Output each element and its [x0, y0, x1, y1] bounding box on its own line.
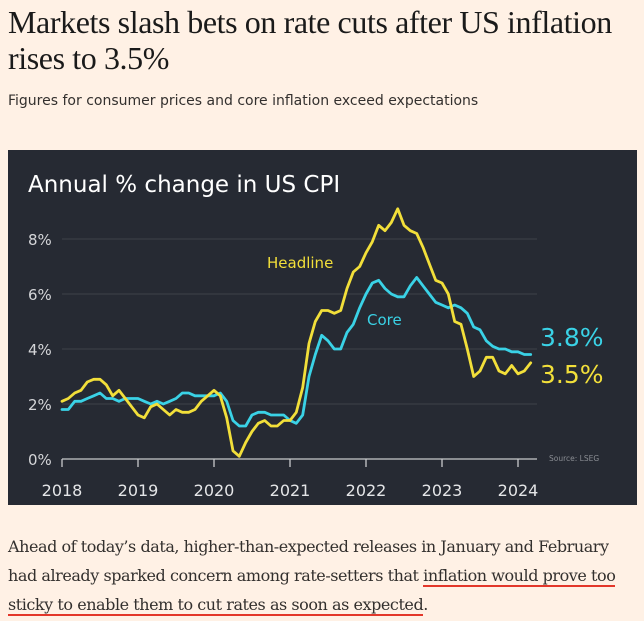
source-label: Source: LSEG — [549, 454, 599, 463]
chart-title: Annual % change in US CPI — [28, 172, 340, 198]
x-axis: 2018 2019 2020 2021 2022 2023 2024 — [42, 458, 539, 500]
annotation-headline: Headline — [267, 254, 333, 272]
series-line-core — [60, 276, 533, 428]
y-tick-label: 2% — [28, 396, 52, 414]
series-labels: Headline Core 3.8% 3.5% — [267, 254, 604, 389]
x-tick-label: 2021 — [270, 481, 311, 500]
x-tick-label: 2018 — [42, 481, 83, 500]
article-standfirst: Figures for consumer prices and core inf… — [8, 93, 479, 109]
article-headline: Markets slash bets on rate cuts after US… — [8, 4, 612, 76]
y-tick-label: 0% — [28, 451, 52, 469]
x-tick-label: 2020 — [194, 481, 235, 500]
paragraph-text: Ahead of today’s data, higher-than-expec… — [8, 537, 609, 585]
end-label-core: 3.8% — [540, 323, 604, 352]
annotation-core: Core — [367, 311, 402, 329]
x-tick-label: 2023 — [422, 481, 463, 500]
inline-link[interactable]: inflation would prove too sticky to enab… — [8, 566, 616, 616]
series-lines — [60, 207, 533, 458]
article-paragraph: Ahead of today’s data, higher-than-expec… — [8, 532, 638, 619]
x-tick-label: 2019 — [118, 481, 159, 500]
y-tick-label: 6% — [28, 286, 52, 304]
x-tick-label: 2024 — [498, 481, 539, 500]
cpi-chart: Annual % change in US CPI 0% 2% 4% 6% 8% 201… — [8, 150, 637, 505]
paragraph-end: . — [423, 595, 428, 614]
series-line-headline — [60, 207, 533, 458]
y-tick-label: 4% — [28, 341, 52, 359]
end-label-headline: 3.5% — [540, 360, 604, 389]
x-tick-label: 2022 — [346, 481, 387, 500]
chart-svg: Annual % change in US CPI 0% 2% 4% 6% 8% 201… — [28, 172, 604, 500]
y-tick-label: 8% — [28, 231, 52, 249]
